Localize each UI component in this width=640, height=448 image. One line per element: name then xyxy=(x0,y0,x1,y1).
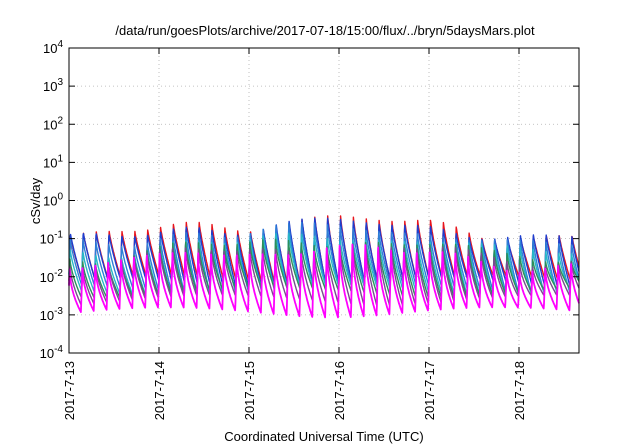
y-tick-label: 101 xyxy=(43,153,63,170)
chart-title: /data/run/goesPlots/archive/2017-07-18/1… xyxy=(115,23,535,38)
x-ticks: 2017-7-13 2017-7-14 2017-7-15 2017-7-16 2017… xyxy=(62,48,527,420)
x-tick-label: 2017-7-18 xyxy=(512,361,527,420)
x-tick-label: 2017-7-15 xyxy=(242,361,257,420)
y-tick-label: 102 xyxy=(43,115,63,132)
y-tick-label: 104 xyxy=(43,39,63,56)
series-line-6 xyxy=(68,243,580,306)
x-tick-label: 2017-7-17 xyxy=(422,361,437,420)
x-tick-label: 2017-7-16 xyxy=(332,361,347,420)
y-tick-label: 10-4 xyxy=(40,344,64,361)
y-ticks: 10-4 10-3 10-2 10-1 100 101 102 103 104 xyxy=(40,39,579,361)
series-line-7 xyxy=(68,243,580,319)
x-tick-label: 2017-7-14 xyxy=(152,361,167,420)
series-group xyxy=(68,215,580,319)
y-tick-label: 100 xyxy=(43,192,63,209)
y-tick-label: 10-1 xyxy=(40,230,64,247)
y-axis-label: cSv/day xyxy=(28,177,43,224)
series-line-5 xyxy=(68,238,580,299)
x-axis-label: Coordinated Universal Time (UTC) xyxy=(224,429,423,444)
x-tick-label: 2017-7-13 xyxy=(62,361,77,420)
y-tick-label: 103 xyxy=(43,77,63,94)
y-tick-label: 10-2 xyxy=(40,268,64,285)
y-tick-label: 10-3 xyxy=(40,306,64,323)
